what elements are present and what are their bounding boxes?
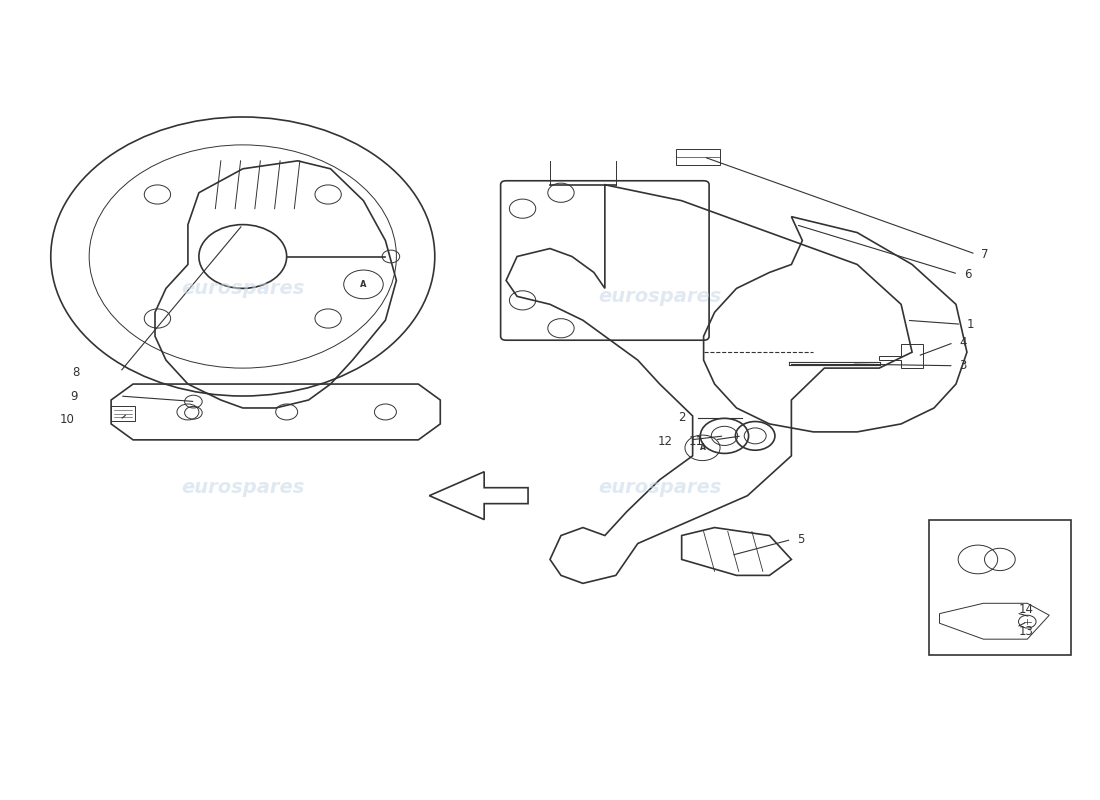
Text: 3: 3 bbox=[959, 359, 967, 372]
Text: 12: 12 bbox=[658, 435, 673, 448]
Text: 9: 9 bbox=[70, 390, 78, 402]
Text: 11: 11 bbox=[689, 435, 704, 448]
Text: A: A bbox=[360, 280, 366, 289]
Text: 5: 5 bbox=[796, 533, 804, 546]
Text: 4: 4 bbox=[959, 336, 967, 349]
Text: 14: 14 bbox=[1019, 603, 1034, 616]
Text: 13: 13 bbox=[1019, 625, 1033, 638]
Text: A: A bbox=[700, 443, 705, 452]
Text: 7: 7 bbox=[981, 248, 989, 261]
Text: eurospares: eurospares bbox=[182, 478, 305, 497]
Bar bbox=[676, 149, 720, 165]
Text: eurospares: eurospares bbox=[182, 279, 305, 298]
Text: 8: 8 bbox=[73, 366, 80, 378]
Text: eurospares: eurospares bbox=[598, 287, 722, 306]
Text: 10: 10 bbox=[59, 414, 75, 426]
Text: 1: 1 bbox=[967, 318, 975, 330]
Bar bbox=[928, 519, 1071, 655]
Bar bbox=[111, 406, 135, 421]
Text: 6: 6 bbox=[964, 267, 971, 281]
Text: 2: 2 bbox=[678, 411, 685, 424]
Text: eurospares: eurospares bbox=[598, 478, 722, 497]
